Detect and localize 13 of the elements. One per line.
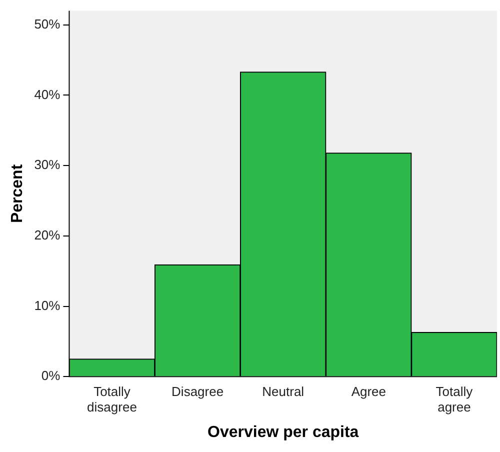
y-tick-label: 20% <box>34 227 61 242</box>
y-tick-label: 50% <box>34 16 61 32</box>
x-tick-label: Neutral <box>262 384 304 399</box>
x-tick-label: Totally disagree <box>87 384 137 415</box>
y-tick-label: 40% <box>34 86 61 102</box>
y-tick-label: 30% <box>34 157 61 172</box>
y-tick-label: 0% <box>41 368 61 384</box>
y-axis-title: Percent <box>9 164 26 224</box>
x-axis-title: Overview per capita <box>208 424 359 441</box>
x-tick-label: Disagree <box>172 384 224 399</box>
y-tick-label: 10% <box>34 298 61 313</box>
x-tick-label: Totally agree <box>436 384 474 415</box>
x-tick-label: Agree <box>351 384 386 399</box>
